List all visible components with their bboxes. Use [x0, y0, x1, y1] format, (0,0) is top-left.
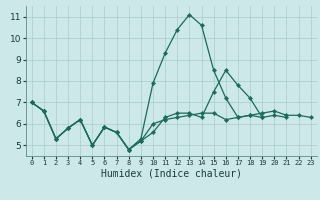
X-axis label: Humidex (Indice chaleur): Humidex (Indice chaleur) [101, 169, 242, 179]
